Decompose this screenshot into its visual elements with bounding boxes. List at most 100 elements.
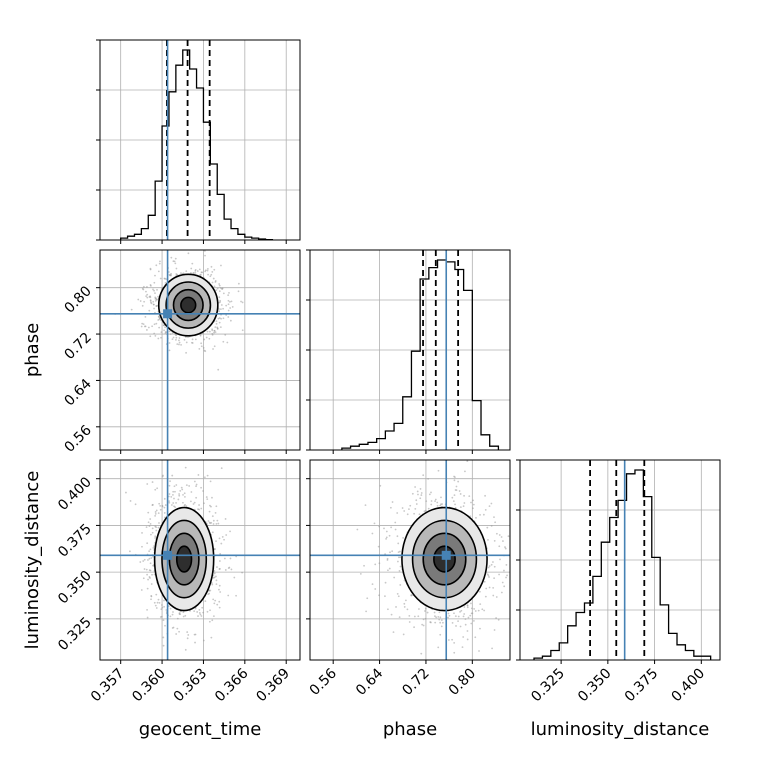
scatter-point	[220, 467, 223, 470]
contour-line	[175, 545, 193, 573]
scatter-point	[408, 614, 411, 617]
scatter-point	[356, 528, 359, 531]
scatter-point	[154, 488, 157, 491]
scatter-point	[227, 594, 230, 597]
scatter-point	[386, 557, 389, 560]
scatter-point	[437, 615, 440, 618]
scatter-point	[156, 487, 159, 490]
scatter-point	[398, 556, 400, 559]
scatter-point	[162, 636, 165, 639]
scatter-point	[176, 343, 179, 346]
scatter-point	[155, 264, 158, 267]
scatter-point	[506, 574, 508, 577]
scatter-point	[155, 305, 158, 307]
scatter-point	[227, 303, 230, 306]
scatter-point	[498, 545, 501, 548]
scatter-point	[499, 558, 501, 561]
scatter-point	[141, 287, 144, 290]
scatter-point	[504, 546, 506, 548]
scatter-point	[148, 525, 151, 528]
scatter-point	[175, 267, 178, 270]
scatter-point	[486, 526, 489, 529]
scatter-point	[197, 615, 199, 617]
scatter-point	[214, 599, 217, 602]
scatter-point	[504, 547, 507, 550]
scatter-point	[141, 304, 144, 307]
scatter-point	[154, 274, 156, 277]
scatter-point	[206, 268, 209, 270]
scatter-point	[488, 576, 490, 578]
scatter-point	[462, 505, 465, 508]
scatter-point	[224, 569, 227, 571]
y-tick-label: 0.325	[55, 614, 95, 654]
scatter-point	[453, 612, 455, 615]
scatter-point	[208, 337, 211, 340]
scatter-point	[158, 317, 161, 320]
scatter-point	[403, 510, 406, 512]
scatter-point	[218, 296, 221, 299]
scatter-point	[414, 486, 416, 488]
contour-line	[157, 273, 219, 337]
y-tick-label: 0.72	[61, 330, 94, 363]
scatter-point	[467, 616, 470, 619]
scatter-point	[364, 504, 367, 507]
scatter-point	[413, 512, 416, 515]
scatter-point	[192, 272, 195, 275]
scatter-point	[237, 282, 240, 285]
scatter-point	[492, 561, 494, 563]
scatter-point	[157, 337, 160, 340]
scatter-point	[148, 550, 151, 553]
scatter-point	[390, 526, 393, 529]
scatter-point	[490, 502, 493, 505]
scatter-point	[211, 531, 214, 534]
scatter-point	[466, 606, 469, 609]
scatter-point	[168, 501, 171, 504]
scatter-point	[493, 565, 496, 568]
scatter-point	[228, 300, 231, 303]
scatter-point	[150, 595, 153, 597]
scatter-point	[159, 508, 162, 511]
panel-border	[309, 459, 511, 661]
scatter-point	[492, 594, 495, 597]
scatter-point	[219, 560, 221, 562]
scatter-point	[156, 288, 158, 291]
scatter-point	[363, 564, 365, 567]
scatter-point	[402, 536, 405, 539]
scatter-point	[498, 573, 500, 576]
contour-line	[165, 281, 212, 329]
scatter-point	[470, 602, 472, 605]
scatter-point	[230, 300, 233, 303]
scatter-point	[200, 615, 203, 617]
scatter-point	[231, 306, 234, 308]
scatter-point	[233, 576, 236, 579]
scatter-point	[217, 317, 220, 320]
scatter-point	[204, 350, 207, 353]
scatter-point	[150, 598, 152, 601]
scatter-point	[140, 325, 143, 328]
scatter-point	[220, 542, 223, 545]
scatter-point	[490, 563, 493, 566]
scatter-point	[490, 524, 493, 527]
scatter-point	[439, 633, 442, 636]
scatter-point	[168, 330, 171, 333]
scatter-point	[434, 500, 436, 503]
scatter-point	[146, 329, 148, 331]
x-tick-label: 0.80	[446, 666, 479, 699]
scatter-point	[441, 503, 443, 505]
scatter-point	[479, 627, 481, 630]
scatter-point	[213, 285, 216, 288]
panel-density-phase_vs_geocent_time: 0.56 0.64 0.72 0.80	[61, 249, 301, 456]
scatter-point	[159, 504, 162, 507]
scatter-point	[148, 309, 151, 312]
panel-hist-luminosity_distance: 0.325 0.350 0.375 0.400	[516, 459, 721, 705]
scatter-point	[426, 611, 429, 614]
scatter-point	[384, 595, 386, 598]
scatter-point	[141, 532, 143, 534]
scatter-point	[197, 474, 200, 476]
scatter-point	[393, 576, 396, 579]
scatter-point	[211, 281, 214, 284]
scatter-point	[216, 566, 218, 568]
x-axis-label-phase: phase	[383, 719, 437, 740]
scatter-point	[459, 610, 461, 613]
scatter-point	[173, 485, 176, 488]
